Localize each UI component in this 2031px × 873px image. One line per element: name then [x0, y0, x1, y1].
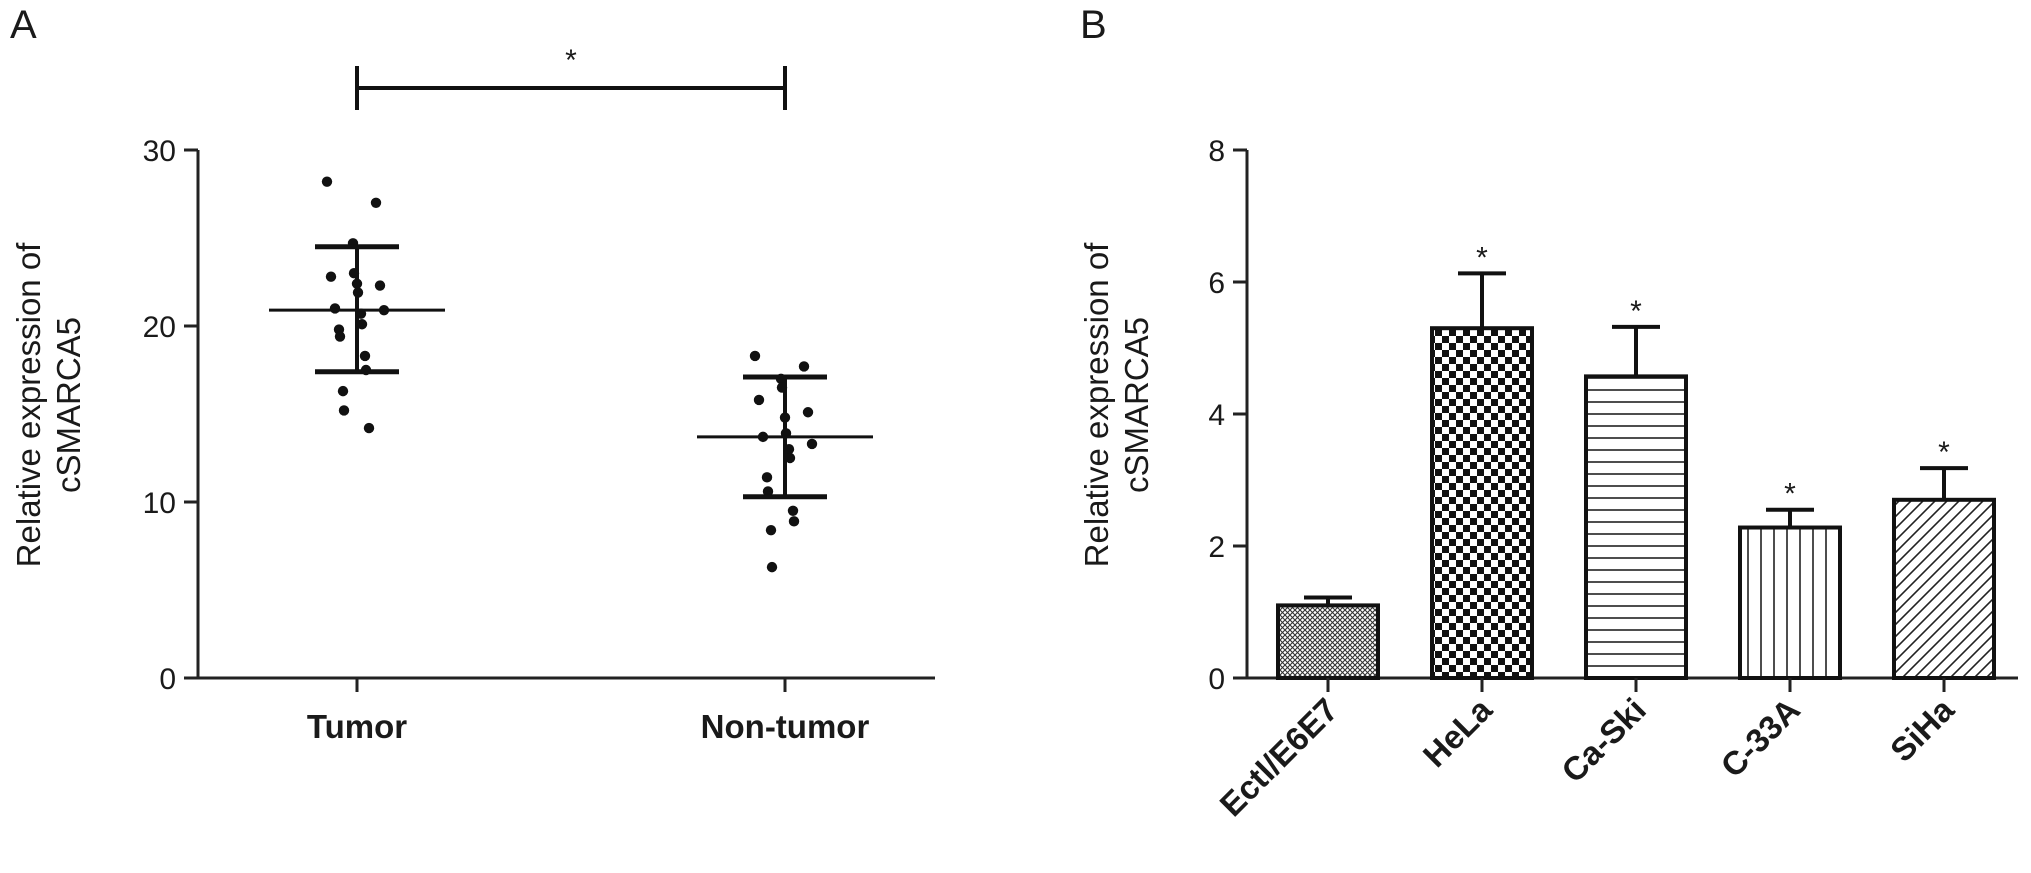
panel-b-bars: * * * *: [1276, 241, 1996, 681]
panel-a-data-point: [749, 350, 761, 362]
panel-a-data-point: [325, 271, 337, 282]
panel-b-bar: [1584, 374, 1688, 680]
panel-a-data-point: [321, 176, 333, 187]
panel-a-data-point: [787, 505, 799, 516]
panel-a-ylabel-line1: Relative expression of: [10, 242, 47, 567]
panel-a-y-tick-label: 30: [143, 135, 176, 168]
panel-b-y-tick-label: 8: [1208, 135, 1225, 168]
panel-b-x-category-label: Ectl/E6E7: [1212, 691, 1345, 824]
panel-a-ylabel-line2: cSMARCA5: [50, 317, 87, 493]
panel-a-data-point: [784, 452, 796, 464]
panel-b-x-category-label: Ca-Ski: [1554, 691, 1653, 790]
panel-a-significance-label: *: [565, 44, 577, 77]
panel-b-y-tick-label: 2: [1208, 531, 1225, 564]
panel-b-significance-label: *: [1630, 295, 1642, 328]
panel-a-y-ticks: 0 10 20 30: [143, 135, 198, 696]
panel-a-data-point: [788, 516, 800, 527]
panel-a-ylabel: Relative expression of cSMARCA5: [10, 242, 87, 567]
panel-a-y-tick-label: 20: [143, 311, 176, 344]
panel-a-y-tick-label: 10: [143, 487, 176, 520]
panel-a-x-categories: Tumor Non-tumor: [307, 678, 870, 745]
panel-a-data-point: [370, 197, 382, 208]
panel-a-x-category-label: Tumor: [307, 708, 407, 745]
panel-a-data-point: [338, 405, 350, 416]
panel-a-data-point: [761, 472, 773, 483]
panel-b-letter: B: [1080, 3, 1107, 47]
panel-a-y-tick-label: 0: [159, 663, 176, 696]
panel-b-x-category-label: C-33A: [1713, 691, 1807, 785]
panel-b-x-categories: Ectl/E6E7 HeLa Ca-Ski C-33A SiHa: [1212, 678, 1961, 823]
panel-b-x-category-label: SiHa: [1883, 690, 1961, 768]
panel-a: Relative expression of cSMARCA5 0102030 …: [10, 44, 935, 745]
panel-a-data-point: [374, 280, 386, 291]
panel-a-marks: [269, 176, 873, 573]
panel-a-letter: A: [10, 3, 37, 47]
panel-b-ylabel-line1: Relative expression of: [1078, 242, 1115, 567]
panel-a-data-point: [765, 524, 777, 536]
panel-b-significance-label: *: [1784, 478, 1796, 511]
panel-a-significance: *: [355, 44, 787, 110]
panel-b-ylabel: Relative expression of cSMARCA5: [1078, 242, 1155, 567]
panel-b-bar: [1430, 326, 1534, 680]
panel-a-data-point: [356, 319, 368, 330]
panel-a-data-point: [359, 350, 371, 362]
panel-a-data-point: [334, 331, 346, 342]
panel-a-data-point: [329, 303, 341, 314]
panel-a-data-point: [798, 361, 810, 372]
panel-b-bar: [1276, 603, 1380, 681]
panel-b-significance-label: *: [1938, 436, 1950, 469]
panel-b-y-tick-label: 6: [1208, 267, 1225, 300]
panel-b-y-tick-label: 4: [1208, 399, 1225, 432]
panel-a-data-point: [762, 486, 774, 497]
panel-a-x-category-label: Non-tumor: [701, 708, 870, 745]
panel-b-significance-label: *: [1476, 241, 1488, 274]
panel-b-y-ticks: 0 2 4 6 8: [1208, 135, 1247, 696]
panel-b-bar: [1892, 497, 1996, 680]
panel-a-data-point: [802, 407, 814, 418]
panel-a-data-point: [753, 394, 765, 406]
panel-a-data-point: [766, 561, 778, 573]
panel-b-ylabel-line2: cSMARCA5: [1118, 317, 1155, 493]
panel-b-bar: [1738, 525, 1842, 681]
panel-a-data-point: [363, 422, 375, 434]
panel-a-data-point: [806, 438, 818, 450]
panel-b-x-category-label: HeLa: [1416, 690, 1500, 774]
panel-b-y-tick-label: 0: [1208, 663, 1225, 696]
panel-a-data-point: [337, 385, 349, 397]
